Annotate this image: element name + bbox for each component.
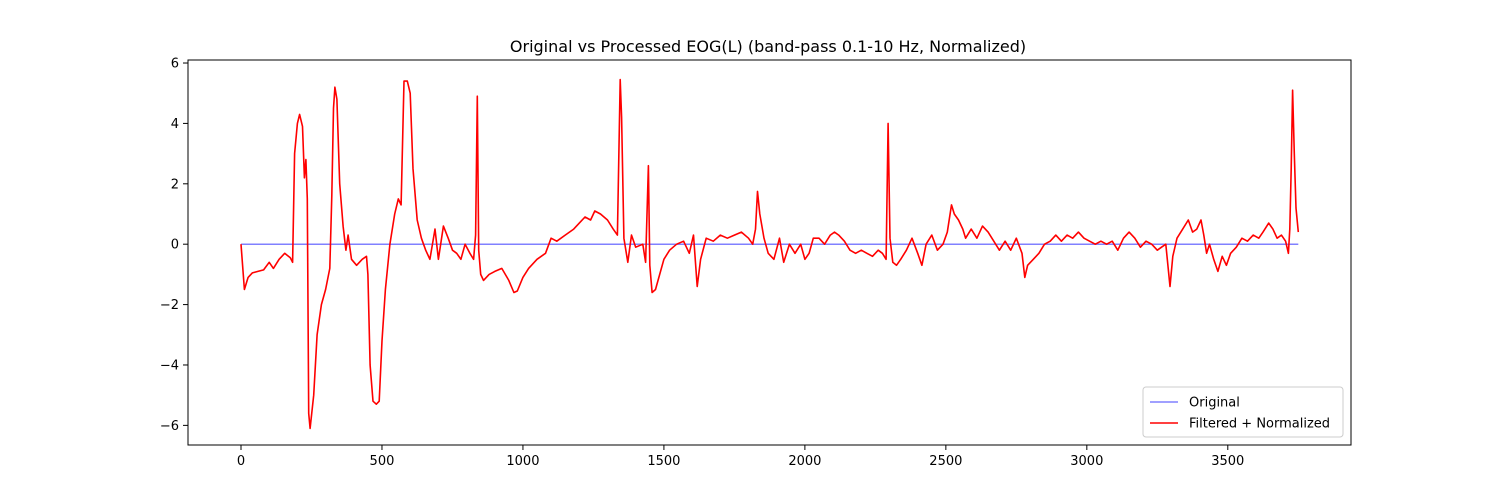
series-line-1 <box>240 78 1300 430</box>
y-tick-label: −6 <box>160 419 179 434</box>
plot-frame <box>187 59 1352 446</box>
y-tick-label: 4 <box>171 117 179 132</box>
x-tick-label: 2000 <box>788 454 821 469</box>
x-tick-label: 1500 <box>647 454 680 469</box>
y-axis: −6 −4 −2 0 2 4 6 <box>160 57 188 434</box>
x-tick-label: 500 <box>370 454 395 469</box>
y-tick-label: −2 <box>160 298 179 313</box>
legend: Original Filtered + Normalized <box>1142 386 1344 438</box>
x-tick-label: 0 <box>237 454 245 469</box>
y-tick-label: −4 <box>160 358 179 373</box>
x-tick-label: 3000 <box>1070 454 1103 469</box>
y-tick-label: 2 <box>171 177 179 192</box>
legend-label-1: Filtered + Normalized <box>1189 417 1330 432</box>
chart-title: Original vs Processed EOG(L) (band-pass … <box>510 37 1026 56</box>
legend-box <box>1142 386 1344 438</box>
x-axis: 0 500 1000 1500 2000 2500 3000 3500 <box>237 445 1244 469</box>
x-tick-label: 1000 <box>506 454 539 469</box>
y-tick-label: 0 <box>171 238 179 253</box>
series-layer <box>240 78 1300 430</box>
legend-label-0: Original <box>1189 396 1240 411</box>
x-tick-label: 3500 <box>1211 454 1244 469</box>
y-tick-label: 6 <box>171 57 179 72</box>
x-tick-label: 2500 <box>929 454 962 469</box>
